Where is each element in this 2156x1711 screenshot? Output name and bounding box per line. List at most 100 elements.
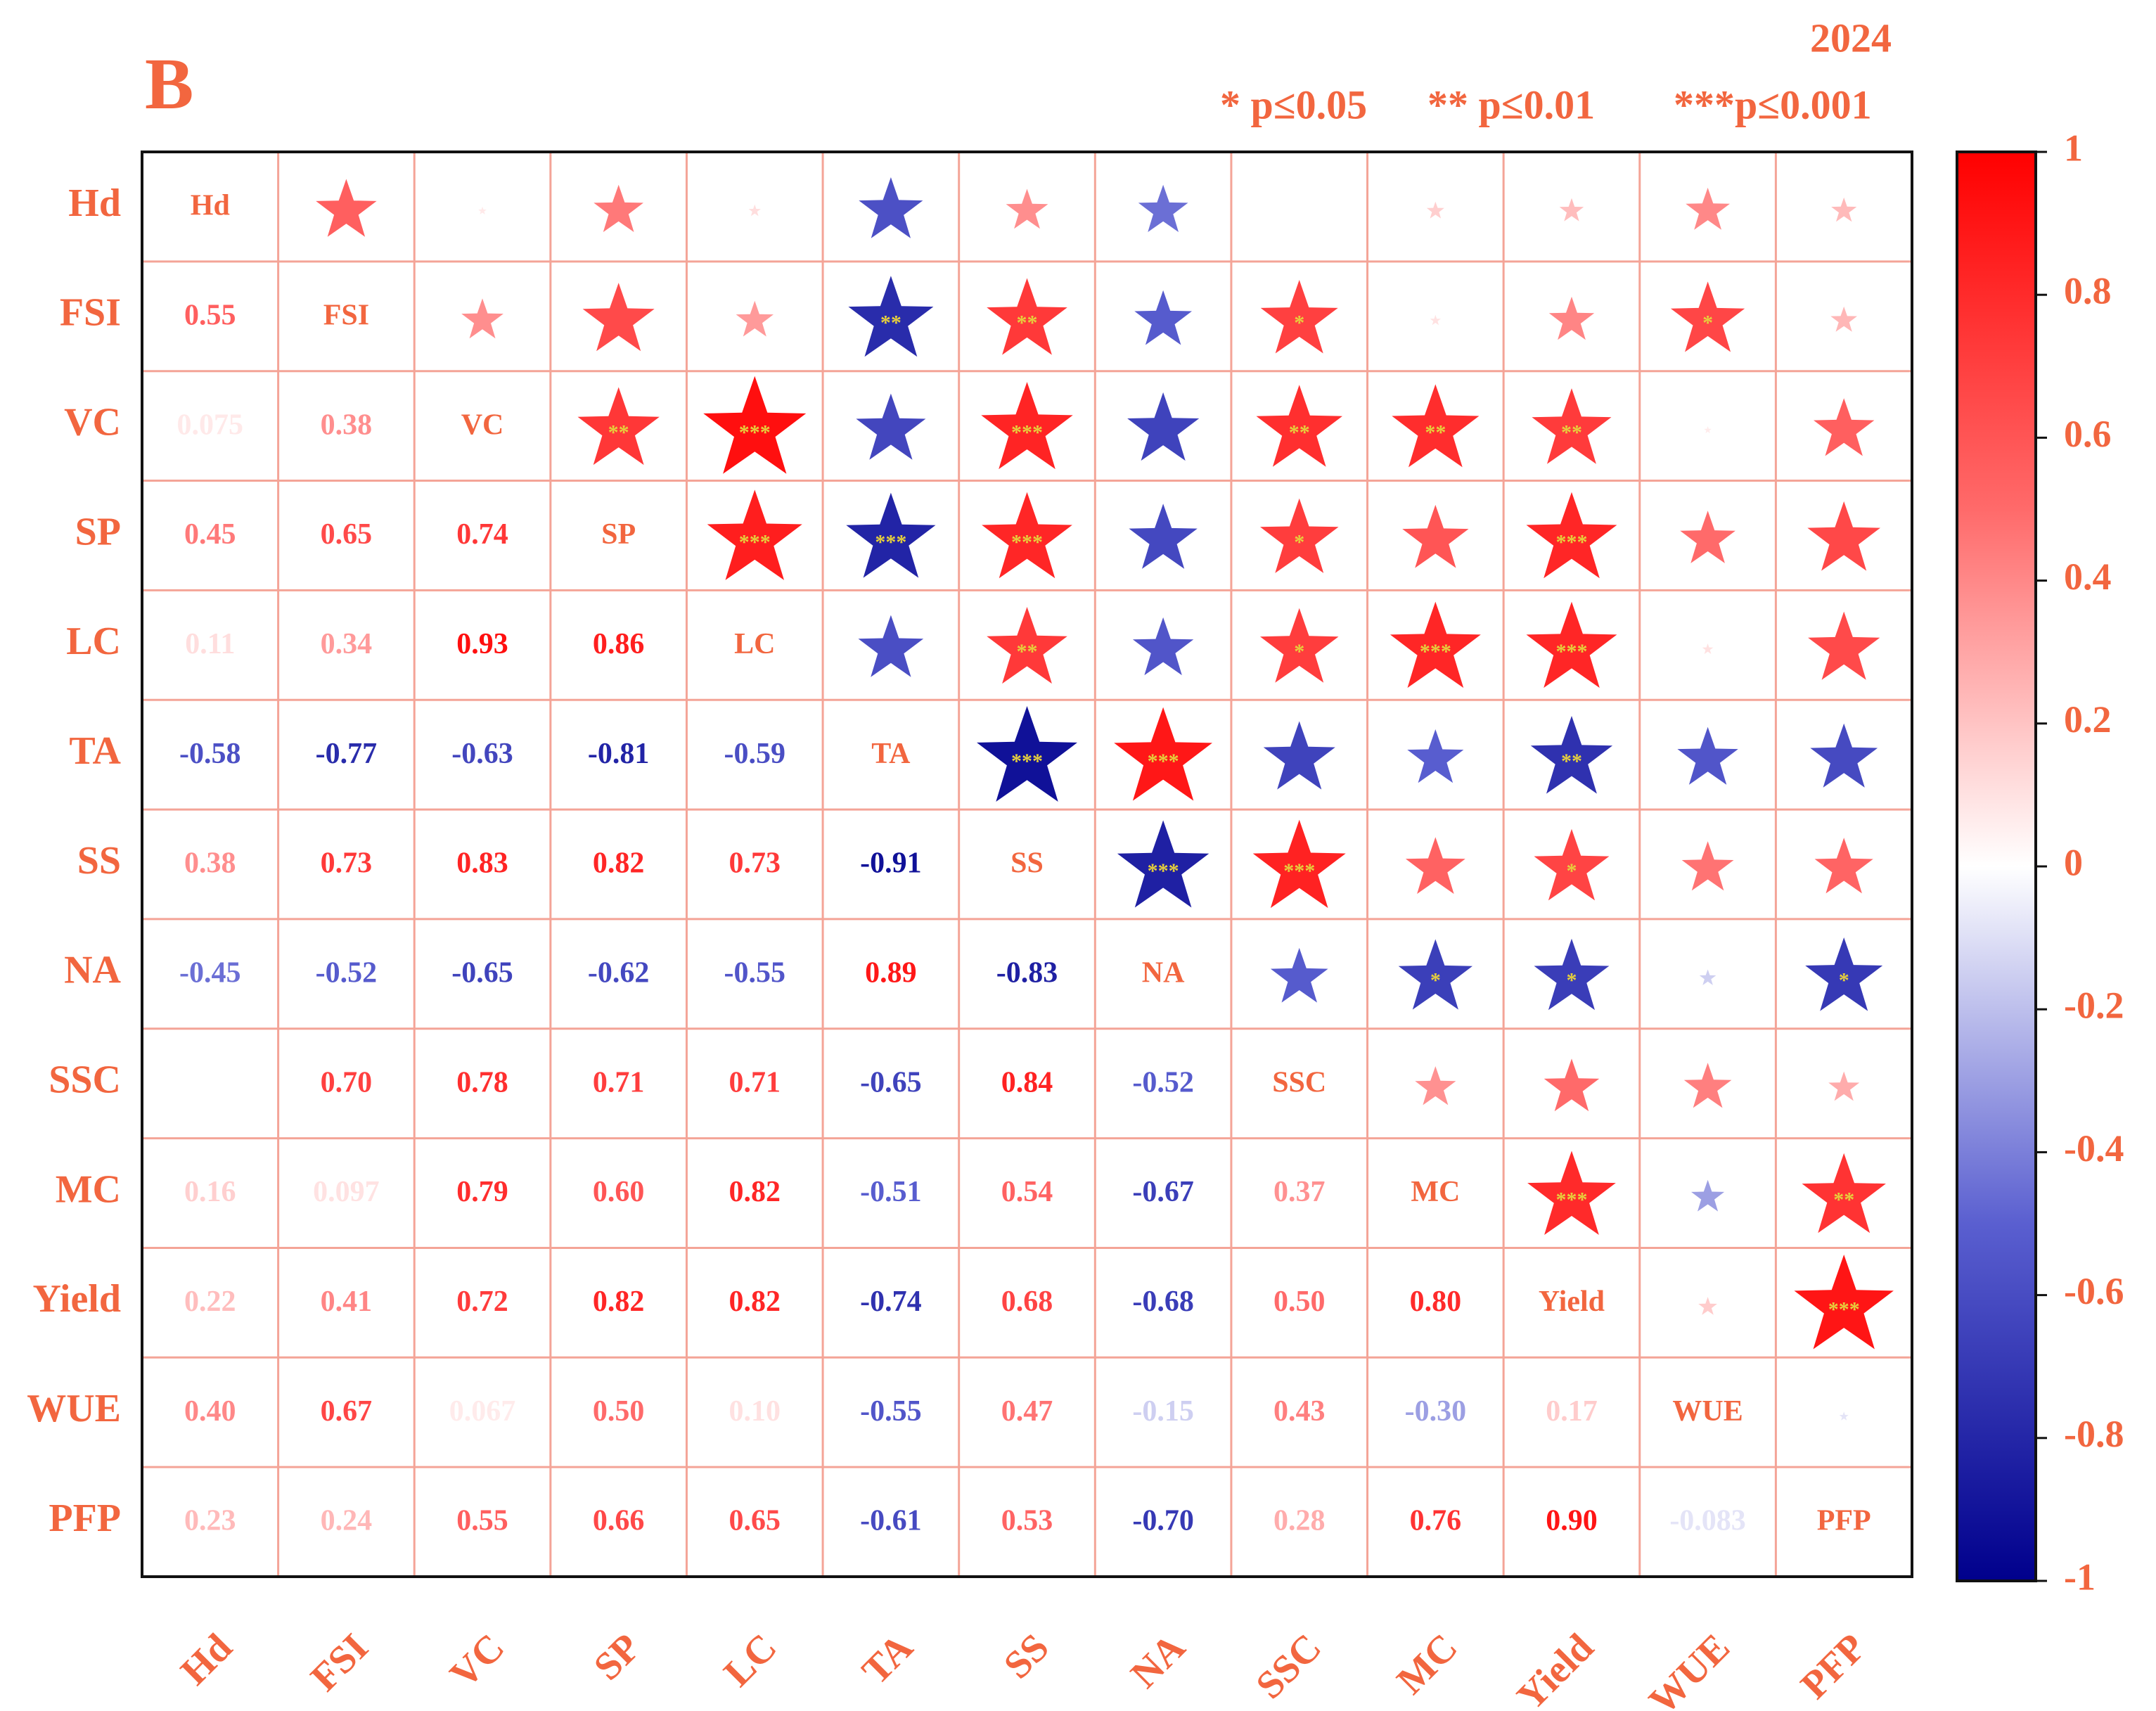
correlation-star (1134, 290, 1192, 345)
significance-label: * (1294, 530, 1304, 553)
value-label: 0.74 (456, 518, 508, 551)
correlation-star (1544, 1058, 1600, 1112)
significance-label: *** (1148, 859, 1179, 883)
value-label: 0.43 (1273, 1395, 1326, 1428)
diagonal-label: SS (1010, 847, 1044, 880)
correlation-star (1807, 501, 1880, 571)
value-label: 0.71 (729, 1066, 781, 1098)
correlation-star (856, 393, 926, 460)
value-label: 0.50 (593, 1395, 645, 1428)
correlation-star (848, 276, 934, 357)
correlation-star (1252, 819, 1346, 909)
correlation-star (987, 607, 1067, 684)
correlation-star (1680, 511, 1735, 563)
row-label: Yield (33, 1277, 121, 1321)
value-label: -0.77 (316, 738, 378, 770)
column-label: Yield (1509, 1625, 1603, 1711)
correlation-star (1117, 820, 1209, 908)
value-label: 0.067 (449, 1395, 516, 1428)
significance-label: ** (1425, 421, 1446, 444)
significance-label: *** (739, 421, 771, 444)
significance-label: *** (1555, 530, 1587, 553)
value-label: 0.40 (184, 1395, 236, 1428)
correlation-star (1402, 504, 1469, 568)
correlation-star (1390, 601, 1481, 688)
correlation-star (1814, 398, 1875, 456)
correlation-star (1691, 1179, 1725, 1212)
row-label: Hd (68, 181, 121, 225)
diagonal-label: Yield (1539, 1286, 1605, 1318)
correlation-star (1698, 1297, 1717, 1315)
chart-title: 2024 (1810, 15, 1892, 60)
row-label: MC (56, 1167, 121, 1211)
value-label: 0.82 (593, 847, 645, 880)
diagonal-label: MC (1411, 1176, 1460, 1208)
column-label: SP (586, 1625, 649, 1688)
value-label: 0.37 (1273, 1176, 1326, 1208)
value-label: 0.24 (321, 1505, 373, 1537)
significance-label: *** (1148, 750, 1179, 773)
value-label: -0.45 (179, 956, 241, 989)
diagonal-label: Hd (191, 190, 230, 222)
diagonal-label: TA (871, 738, 911, 770)
value-label: 0.84 (1001, 1066, 1053, 1098)
colorbar (1956, 150, 2037, 1582)
correlation-star (1430, 314, 1441, 326)
correlation-star (1805, 937, 1883, 1011)
colorbar-tick-label: -0.6 (2064, 1270, 2124, 1312)
colorbar-tick-label: 0.8 (2064, 270, 2112, 312)
correlation-star (1677, 726, 1738, 785)
value-label: -0.61 (860, 1505, 922, 1537)
value-label: -0.51 (860, 1176, 922, 1208)
value-label: 0.80 (1410, 1286, 1462, 1318)
correlation-star (1260, 608, 1339, 683)
row-label: SS (77, 839, 121, 883)
value-label: 0.53 (1001, 1505, 1053, 1537)
value-label: 0.73 (729, 847, 781, 880)
legend-entry: ***p≤0.001 (1674, 82, 1872, 127)
correlation-star (846, 492, 936, 578)
correlation-star (1802, 1153, 1886, 1233)
correlation-star (1392, 384, 1480, 468)
correlation-star (316, 179, 377, 237)
correlation-star (703, 376, 807, 474)
correlation-star (1532, 388, 1612, 464)
correlation-star (1256, 385, 1342, 467)
correlation-star (736, 300, 774, 337)
colorbar-tick-label: -1 (2064, 1556, 2096, 1598)
column-label: SS (996, 1625, 1058, 1687)
value-label: 0.65 (729, 1505, 781, 1537)
correlation-star (748, 204, 761, 217)
row-label: LC (66, 620, 121, 663)
value-label: 0.82 (729, 1286, 781, 1318)
significance-label: *** (1011, 750, 1043, 773)
column-label: FSI (302, 1625, 376, 1699)
colorbar-tick-label: 0.4 (2064, 556, 2112, 598)
correlation-star (981, 382, 1073, 470)
correlation-star (1260, 498, 1339, 573)
significance-label: ** (608, 421, 629, 444)
correlation-star (1534, 938, 1610, 1011)
significance-label: *** (1011, 421, 1043, 444)
diagonal-label: LC (734, 628, 775, 660)
value-label: -0.58 (179, 738, 241, 770)
significance-label: * (1566, 969, 1577, 992)
value-label: 0.83 (456, 847, 508, 880)
correlation-star (582, 283, 655, 352)
significance-label: *** (1283, 859, 1315, 883)
column-label: Hd (172, 1625, 240, 1693)
significance-label: ** (1561, 421, 1582, 444)
grid (141, 150, 1913, 1578)
significance-label: *** (1555, 1188, 1587, 1211)
colorbar-tick-label: 0.2 (2064, 698, 2112, 741)
correlation-star (987, 278, 1067, 355)
significance-label: * (1702, 312, 1713, 335)
correlation-star (461, 298, 503, 339)
value-label: 0.097 (313, 1176, 380, 1208)
value-label: 0.67 (321, 1395, 373, 1428)
correlation-star (1426, 201, 1444, 219)
correlation-star (1814, 838, 1873, 894)
correlation-star (977, 706, 1077, 802)
column-label: NA (1122, 1625, 1193, 1696)
column-label: WUE (1641, 1625, 1738, 1711)
